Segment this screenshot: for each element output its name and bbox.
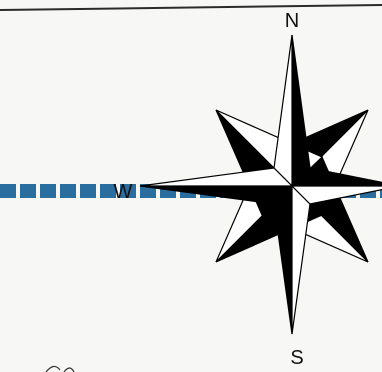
compass-cardinal-points	[139, 34, 382, 335]
compass-label-south: S	[290, 347, 303, 369]
compass-point-east-light	[290, 185, 382, 205]
compass-label-north: N	[285, 10, 299, 32]
compass-label-west: W	[114, 181, 133, 203]
compass-rose	[139, 34, 382, 335]
map-edge-marks	[45, 365, 75, 372]
map-top-border	[0, 4, 382, 11]
compass-point-west-light	[139, 167, 294, 187]
